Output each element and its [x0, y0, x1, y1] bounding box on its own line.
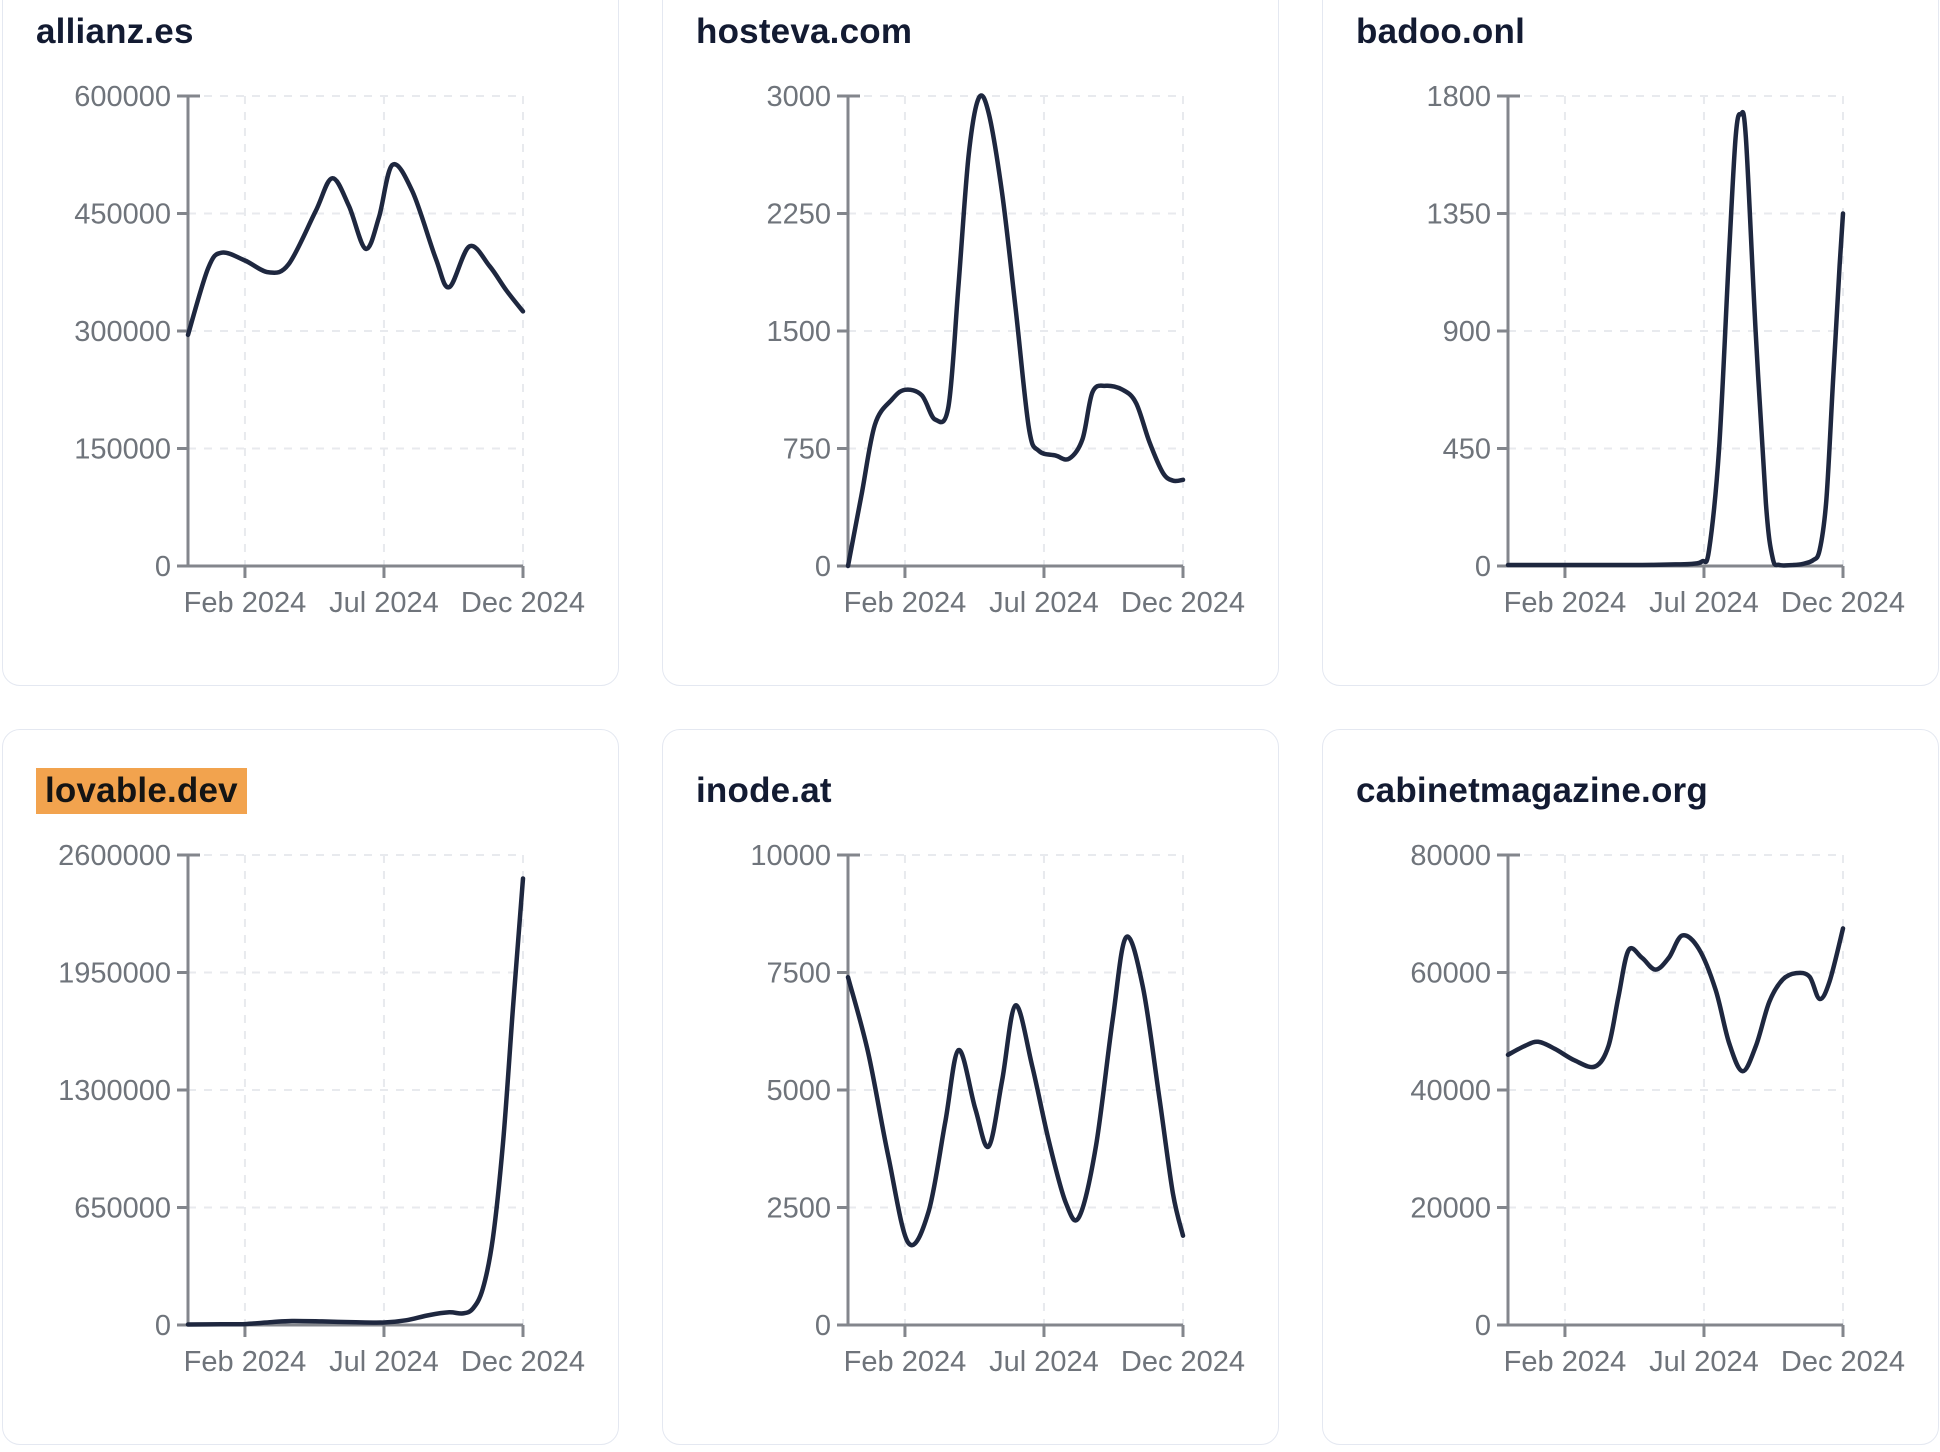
svg-text:7500: 7500 — [766, 958, 831, 990]
svg-text:1950000: 1950000 — [58, 958, 171, 990]
svg-text:1300000: 1300000 — [58, 1075, 171, 1107]
svg-text:1350: 1350 — [1426, 199, 1491, 231]
svg-text:300000: 300000 — [74, 316, 171, 348]
svg-text:600000: 600000 — [74, 81, 171, 113]
svg-text:Feb 2024: Feb 2024 — [1504, 1346, 1627, 1378]
svg-text:80000: 80000 — [1410, 840, 1491, 872]
svg-text:1500: 1500 — [766, 316, 831, 348]
domain-title: inode.at — [696, 771, 1245, 810]
svg-text:20000: 20000 — [1410, 1193, 1491, 1225]
domain-card-badoo-onl: badoo.onl 0 450 900 1350 1800 Feb 2024 Jul 202… — [1322, 0, 1939, 686]
domain-title: allianz.es — [36, 12, 585, 51]
svg-text:450000: 450000 — [74, 199, 171, 231]
svg-text:Jul 2024: Jul 2024 — [989, 1346, 1099, 1378]
domain-title: badoo.onl — [1356, 12, 1905, 51]
svg-text:Jul 2024: Jul 2024 — [329, 1346, 439, 1378]
svg-text:Feb 2024: Feb 2024 — [844, 587, 967, 619]
svg-text:1800: 1800 — [1426, 81, 1491, 113]
svg-text:Feb 2024: Feb 2024 — [184, 587, 307, 619]
svg-text:2250: 2250 — [766, 199, 831, 231]
svg-text:Dec 2024: Dec 2024 — [1121, 587, 1245, 619]
domain-card-hosteva-com: hosteva.com 0 750 1500 2250 3000 Feb 2024 Jul … — [662, 0, 1279, 686]
svg-text:2500: 2500 — [766, 1193, 831, 1225]
svg-text:3000: 3000 — [766, 81, 831, 113]
svg-text:Feb 2024: Feb 2024 — [844, 1346, 967, 1378]
svg-text:Dec 2024: Dec 2024 — [1781, 587, 1905, 619]
domain-card-allianz-es: allianz.es 0 150000 300000 450000 600000 Feb … — [2, 0, 619, 686]
domain-title-text: cabinetmagazine.org — [1356, 771, 1708, 810]
svg-text:0: 0 — [155, 551, 171, 583]
svg-text:650000: 650000 — [74, 1193, 171, 1225]
domain-card-lovable-dev: lovable.dev 0 650000 1300000 1950000 2600000… — [2, 729, 619, 1445]
svg-text:Jul 2024: Jul 2024 — [329, 587, 439, 619]
domain-title-text-highlighted: lovable.dev — [36, 768, 247, 814]
traffic-line-chart: 0 2500 5000 7500 10000 Feb 2024 Jul 2024 Dec 20… — [750, 840, 1245, 1378]
svg-text:900: 900 — [1443, 316, 1491, 348]
svg-text:2600000: 2600000 — [58, 840, 171, 872]
svg-text:Jul 2024: Jul 2024 — [989, 587, 1099, 619]
svg-text:5000: 5000 — [766, 1075, 831, 1107]
traffic-line-chart: 0 650000 1300000 1950000 2600000 Feb 2024 Jul … — [58, 840, 585, 1378]
svg-text:0: 0 — [1475, 551, 1491, 583]
svg-text:750: 750 — [783, 434, 831, 466]
domain-title: lovable.dev — [36, 768, 585, 814]
svg-text:Jul 2024: Jul 2024 — [1649, 587, 1759, 619]
domain-title: hosteva.com — [696, 12, 1245, 51]
svg-text:0: 0 — [1475, 1310, 1491, 1342]
svg-text:Dec 2024: Dec 2024 — [1781, 1346, 1905, 1378]
domain-title-text: allianz.es — [36, 12, 194, 51]
svg-text:40000: 40000 — [1410, 1075, 1491, 1107]
domain-card-inode-at: inode.at 0 2500 5000 7500 10000 Feb 2024 Jul 2… — [662, 729, 1279, 1445]
traffic-line-chart: 0 450 900 1350 1800 Feb 2024 Jul 2024 Dec 2024 — [1426, 81, 1905, 619]
domain-title-text: inode.at — [696, 771, 832, 810]
svg-text:450: 450 — [1443, 434, 1491, 466]
domain-card-cabinetmagazine-org: cabinetmagazine.org 0 20000 40000 60000 8000… — [1322, 729, 1939, 1445]
traffic-line-chart: 0 150000 300000 450000 600000 Feb 2024 Jul 202… — [74, 81, 585, 619]
svg-text:60000: 60000 — [1410, 958, 1491, 990]
domain-title-text: badoo.onl — [1356, 12, 1525, 51]
svg-text:0: 0 — [815, 551, 831, 583]
svg-text:Dec 2024: Dec 2024 — [461, 587, 585, 619]
svg-text:Feb 2024: Feb 2024 — [184, 1346, 307, 1378]
svg-text:Dec 2024: Dec 2024 — [1121, 1346, 1245, 1378]
svg-text:0: 0 — [815, 1310, 831, 1342]
svg-text:Feb 2024: Feb 2024 — [1504, 587, 1627, 619]
traffic-line-chart: 0 750 1500 2250 3000 Feb 2024 Jul 2024 Dec 2024 — [766, 81, 1245, 619]
svg-text:0: 0 — [155, 1310, 171, 1342]
svg-text:10000: 10000 — [750, 840, 831, 872]
svg-text:150000: 150000 — [74, 434, 171, 466]
traffic-line-chart: 0 20000 40000 60000 80000 Feb 2024 Jul 2024 Dec… — [1410, 840, 1905, 1378]
svg-text:Jul 2024: Jul 2024 — [1649, 1346, 1759, 1378]
domain-title-text: hosteva.com — [696, 12, 913, 51]
domain-title: cabinetmagazine.org — [1356, 771, 1905, 810]
svg-text:Dec 2024: Dec 2024 — [461, 1346, 585, 1378]
